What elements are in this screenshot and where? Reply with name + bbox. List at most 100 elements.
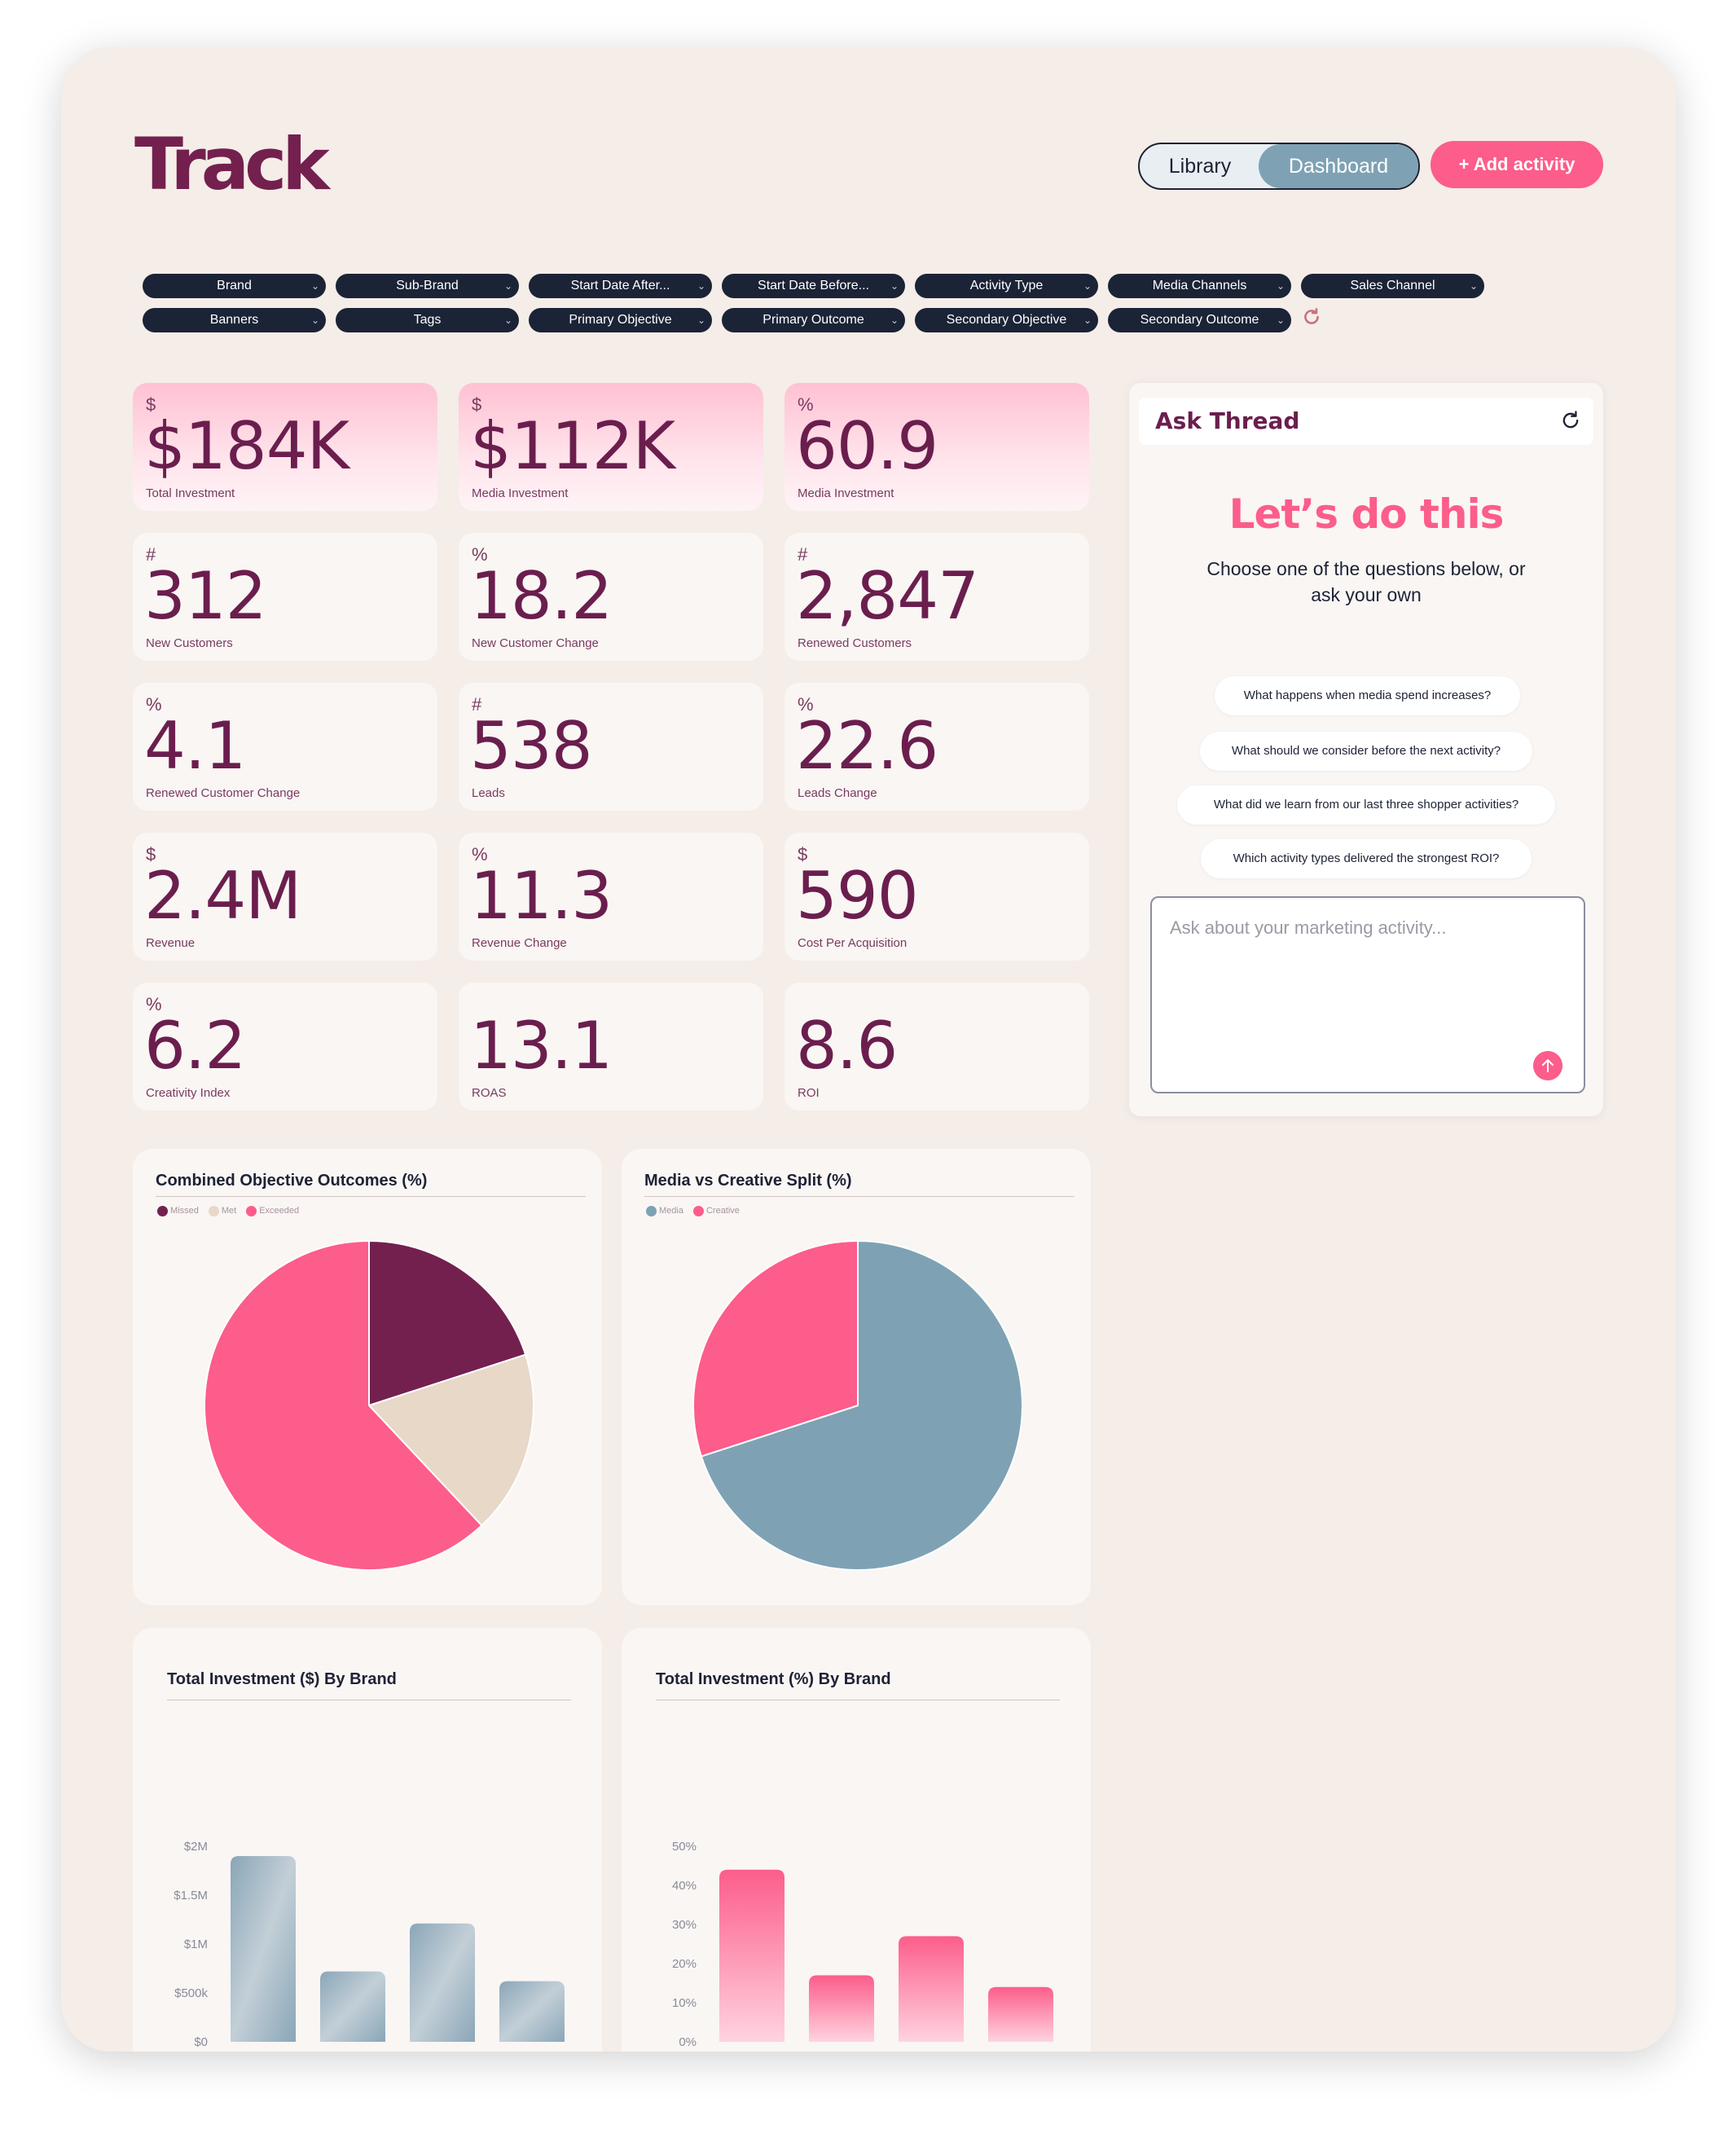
chevron-down-icon: ⌄ [1276,280,1285,292]
filter-dropdown[interactable]: Primary Objective ⌄ [529,308,712,332]
filter-dropdown[interactable]: Secondary Outcome ⌄ [1108,308,1291,332]
bar[interactable] [719,1869,784,2042]
filter-dropdown[interactable]: Banners ⌄ [143,308,326,332]
filter-dropdown[interactable]: Media Channels ⌄ [1108,274,1291,298]
metric-value: $112K [470,408,675,484]
ask-hero-heading: Let’s do this [1228,490,1505,538]
filter-dropdown[interactable]: Primary Outcome ⌄ [722,308,905,332]
metric-label: ROI [798,1086,820,1100]
metric-value: 538 [470,708,593,784]
pie-slice-creative[interactable] [692,1239,859,1458]
metric-label: Revenue [146,936,196,950]
x-tick-label: Alcoholic [986,2051,1031,2052]
x-tick-label: um Lager [714,2051,762,2052]
filter-label: Primary Objective [569,313,672,327]
suggested-question[interactable]: Which activity types delivered the stron… [1201,839,1532,878]
metric-card: $ $184K Total Investment [133,383,437,511]
pie-chart-outcomes [204,1239,534,1571]
ask-input[interactable]: Ask about your marketing activity... [1150,896,1585,1093]
bar[interactable] [988,1986,1053,2042]
app-frame: Track Library Dashboard + Add activity B… [61,47,1676,2052]
metric-value: 2.4M [144,858,301,934]
pie-slice-missed[interactable] [368,1239,527,1407]
bar[interactable] [499,1981,565,2042]
ask-thread-panel: Ask Thread Let’s do this Choose one of t… [1129,383,1603,1116]
y-tick-label: 10% [672,1996,697,2010]
filter-dropdown[interactable]: Start Date After... ⌄ [529,274,712,298]
legend-item: Missed [157,1206,199,1216]
bar-chart-investment-dollars: $0 $500k $1M $1.5M $2M tum Lager lm Seltzer ge … [174,1840,565,2052]
metric-card: % 4.1 Renewed Customer Change [133,683,437,811]
filter-dropdown[interactable]: Start Date Before... ⌄ [722,274,905,298]
pie-slice-exceeded[interactable] [204,1239,483,1571]
y-tick-label: $500k [174,1986,208,2000]
chart-title: Total Investment ($) By Brand [167,1670,397,1688]
reset-filters-icon[interactable] [1301,306,1322,328]
bar[interactable] [809,1975,874,2042]
legend-swatch [646,1206,657,1216]
x-tick-label: tum Lager [223,2051,273,2052]
app-logo: Track [134,122,330,206]
chart-legend: Missed Met Exceeded [157,1206,309,1216]
metric-unit: % [798,394,814,415]
view-toggle[interactable]: Library Dashboard [1138,143,1420,190]
chevron-down-icon: ⌄ [1083,280,1092,292]
legend-swatch [692,1206,704,1216]
metric-value: 312 [144,558,267,634]
chevron-down-icon: ⌄ [697,315,705,326]
metric-card: #2,847 Renewed Customers [784,533,1089,661]
suggested-question[interactable]: What did we learn from our last three sh… [1177,785,1555,825]
metric-card: $590 Cost Per Acquisition [784,833,1089,961]
legend-swatch [246,1206,257,1216]
metric-value: 60.9 [796,408,938,484]
filter-dropdown[interactable]: Activity Type ⌄ [915,274,1098,298]
filter-label: Sales Channel [1350,279,1435,293]
pie-slice-media[interactable] [700,1239,1023,1571]
legend-label: Met [221,1206,237,1216]
ask-input-placeholder: Ask about your marketing activity... [1170,917,1447,938]
legend-swatch [157,1206,168,1216]
ask-thread-title: Ask Thread [1155,407,1300,434]
refresh-icon[interactable] [1559,409,1582,432]
add-activity-button[interactable]: + Add activity [1431,141,1603,188]
filter-dropdown[interactable]: Brand ⌄ [143,274,326,298]
metric-unit: $ [146,394,156,415]
filter-dropdown[interactable]: Tags ⌄ [336,308,519,332]
suggested-question[interactable]: What should we consider before the next … [1200,732,1532,771]
x-tick-label: e Energy [896,2051,941,2052]
bar[interactable] [231,1856,296,2042]
pie-slice-met[interactable] [367,1353,534,1527]
bar-chart-investment-percent: 0% 10% 20% 30% 40% 50% um Lager m Seltzer e Ener… [672,1840,1053,2052]
toggle-dashboard[interactable]: Dashboard [1259,144,1418,188]
legend-item: Creative [692,1206,740,1216]
metric-value: 2,847 [796,558,979,634]
x-tick-label: n-Alcoholic [488,2051,541,2052]
filter-label: Media Channels [1152,279,1247,293]
metric-card: #312 New Customers [133,533,437,661]
divider [156,1196,586,1197]
metric-unit: % [146,694,162,715]
filter-label: Secondary Outcome [1140,313,1259,327]
metric-unit: $ [798,844,808,864]
chevron-down-icon: ⌄ [503,315,512,326]
filter-label: Tags [413,313,442,327]
bar[interactable] [899,1936,964,2042]
metric-value: 18.2 [470,558,613,634]
filter-label: Banners [209,313,259,327]
ask-subtitle: Choose one of the questions below, or as… [1206,558,1526,605]
y-tick-label: 40% [672,1879,697,1893]
filter-label: Secondary Objective [946,313,1067,327]
suggested-question[interactable]: What happens when media spend increases? [1215,676,1520,715]
legend-label: Creative [705,1206,740,1216]
send-icon[interactable] [1533,1051,1562,1080]
filter-label: Start Date Before... [758,279,869,293]
filter-dropdown[interactable]: Sub-Brand ⌄ [336,274,519,298]
bar[interactable] [320,1971,385,2042]
bar[interactable] [410,1923,475,2042]
filter-dropdown[interactable]: Secondary Objective ⌄ [915,308,1098,332]
toggle-library[interactable]: Library [1168,155,1232,178]
metric-label: Creativity Index [146,1086,231,1100]
filter-label: Activity Type [969,279,1044,293]
metric-card: 8.6 ROI [784,983,1089,1111]
filter-dropdown[interactable]: Sales Channel ⌄ [1301,274,1484,298]
